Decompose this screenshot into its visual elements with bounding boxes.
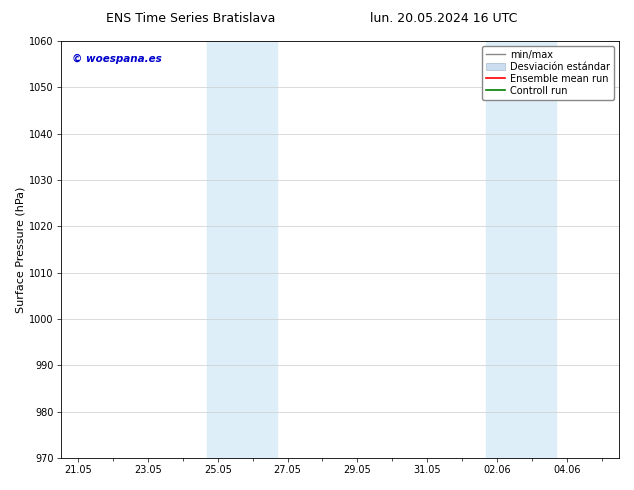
- Text: lun. 20.05.2024 16 UTC: lun. 20.05.2024 16 UTC: [370, 12, 517, 25]
- Legend: min/max, Desviación estándar, Ensemble mean run, Controll run: min/max, Desviación estándar, Ensemble m…: [482, 46, 614, 99]
- Bar: [486, 41, 556, 458]
- Bar: [207, 41, 277, 458]
- Text: ENS Time Series Bratislava: ENS Time Series Bratislava: [105, 12, 275, 25]
- Text: © woespana.es: © woespana.es: [72, 53, 162, 64]
- Y-axis label: Surface Pressure (hPa): Surface Pressure (hPa): [15, 186, 25, 313]
